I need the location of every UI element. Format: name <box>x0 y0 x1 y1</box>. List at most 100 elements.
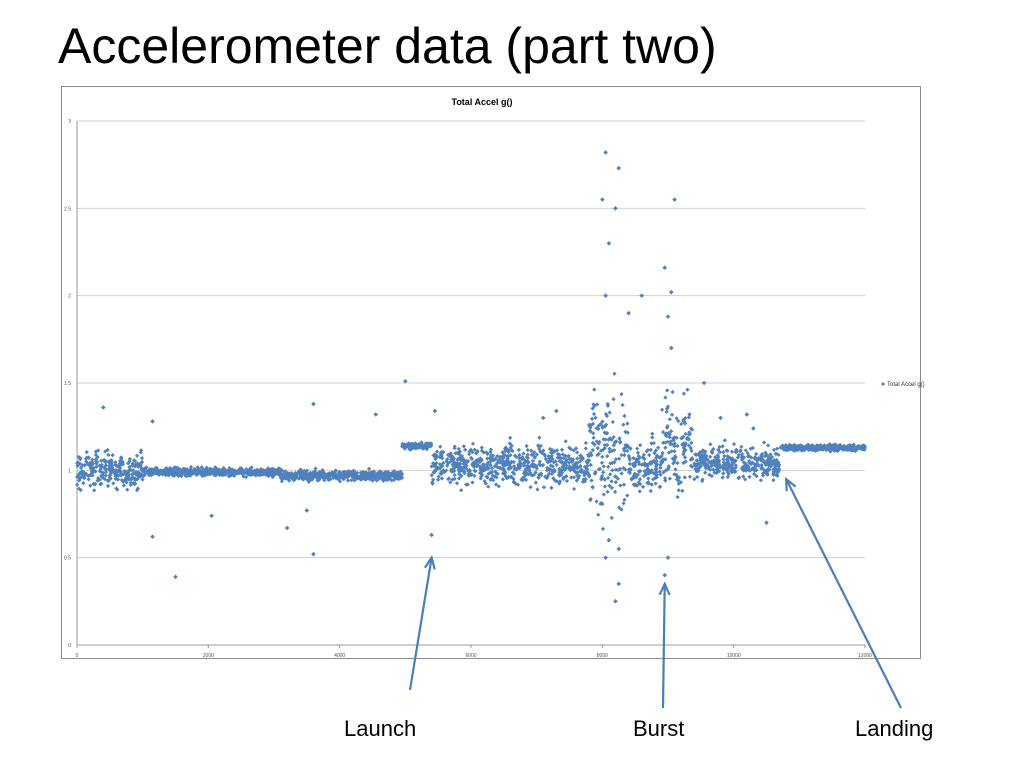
data-point <box>84 459 89 464</box>
data-point <box>651 458 657 463</box>
data-point <box>670 389 675 395</box>
data-point <box>613 439 618 444</box>
data-point <box>664 433 669 439</box>
data-point <box>725 456 730 462</box>
outlier-point <box>751 426 756 431</box>
outlier-point <box>432 408 438 414</box>
data-point <box>94 464 99 469</box>
data-point <box>753 464 758 469</box>
data-point <box>663 468 668 473</box>
data-point <box>766 466 771 472</box>
outlier-point <box>311 551 316 557</box>
data-point <box>758 458 764 463</box>
data-point <box>573 470 578 475</box>
data-point <box>107 463 112 469</box>
data-point <box>508 445 513 450</box>
data-point <box>456 467 461 473</box>
data-point <box>586 454 591 459</box>
data-point <box>618 483 623 488</box>
data-point <box>487 455 493 461</box>
data-point <box>355 475 361 480</box>
annotation-arrow-shaft <box>408 557 433 691</box>
data-point <box>604 413 610 419</box>
data-point <box>503 469 508 475</box>
outlier-point <box>662 572 668 578</box>
data-point <box>488 447 493 452</box>
data-point <box>654 453 660 458</box>
data-point <box>257 468 263 473</box>
data-point <box>577 459 583 464</box>
data-point <box>743 464 748 470</box>
data-point <box>519 477 524 482</box>
data-point <box>127 464 132 470</box>
outlier-point <box>764 520 769 526</box>
data-point <box>592 387 597 392</box>
data-point <box>520 455 525 460</box>
data-point <box>701 459 706 464</box>
data-point <box>611 397 616 402</box>
data-point <box>650 431 655 436</box>
outlier-point <box>701 380 707 386</box>
data-point <box>599 477 604 482</box>
data-point <box>548 463 554 468</box>
data-point <box>500 459 505 464</box>
data-point <box>619 452 624 458</box>
data-point <box>602 484 608 489</box>
data-point <box>131 468 136 473</box>
data-point <box>549 485 554 490</box>
data-point <box>582 464 588 469</box>
data-point <box>687 412 692 417</box>
data-point <box>559 447 565 452</box>
data-point <box>713 455 718 460</box>
data-point <box>172 473 177 478</box>
data-point <box>86 477 91 482</box>
data-point <box>115 487 120 492</box>
data-point <box>654 462 659 467</box>
data-point <box>479 445 484 450</box>
data-point <box>317 473 322 478</box>
data-point <box>759 462 764 468</box>
data-point <box>737 475 742 480</box>
data-point <box>617 466 623 472</box>
data-point <box>642 461 647 466</box>
data-point <box>436 474 441 479</box>
data-point <box>657 484 662 490</box>
data-point <box>532 455 537 460</box>
data-point <box>579 454 584 459</box>
data-point <box>102 466 107 471</box>
data-point <box>694 458 699 463</box>
data-point <box>642 469 647 474</box>
data-point <box>580 457 585 462</box>
data-point <box>466 472 471 478</box>
data-point <box>366 466 372 472</box>
data-point <box>270 466 275 471</box>
data-point <box>337 479 343 484</box>
data-point <box>457 476 462 481</box>
data-point <box>733 449 738 455</box>
data-point <box>109 463 115 468</box>
data-point <box>649 468 654 473</box>
data-point <box>345 474 350 479</box>
data-point <box>747 468 752 473</box>
data-point <box>492 464 498 469</box>
data-point <box>617 440 623 445</box>
data-point <box>230 467 235 472</box>
data-point <box>541 462 546 468</box>
data-point <box>110 467 115 472</box>
data-point <box>398 469 403 475</box>
data-point <box>496 458 501 463</box>
data-point <box>139 448 144 453</box>
data-point <box>613 489 618 494</box>
data-point <box>642 463 648 468</box>
data-point <box>124 480 129 485</box>
data-point <box>533 470 538 475</box>
outlier-point <box>603 555 608 560</box>
data-point <box>88 483 93 488</box>
data-point <box>612 371 617 376</box>
data-point <box>550 448 555 453</box>
data-point <box>549 471 555 476</box>
data-point <box>164 466 169 471</box>
data-point <box>298 467 303 472</box>
data-point <box>540 450 545 456</box>
data-point <box>276 466 281 471</box>
